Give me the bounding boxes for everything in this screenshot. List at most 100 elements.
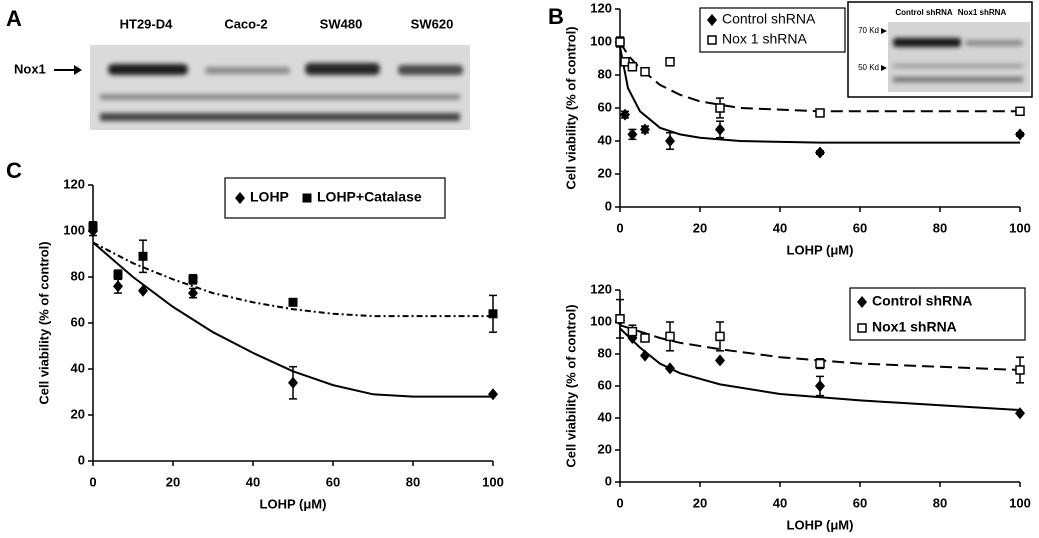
y-tick-label: 20 [598, 165, 612, 180]
y-axis-label: Cell viability (% of control) [36, 241, 51, 404]
y-tick-label: 80 [598, 345, 612, 360]
inset-lane: Control shRNA [895, 8, 953, 17]
marker [620, 57, 630, 67]
marker [1015, 407, 1025, 420]
marker [113, 280, 123, 293]
marker [640, 349, 650, 362]
marker [640, 123, 650, 136]
y-tick-label: 100 [63, 222, 85, 237]
marker [615, 314, 625, 324]
marker [188, 287, 198, 300]
marker [707, 35, 717, 45]
x-tick-label: 40 [773, 495, 787, 510]
lane-label: HT29-D4 [120, 16, 174, 31]
y-axis-label: Cell viability (% of control) [563, 26, 578, 189]
panel-label: A [6, 6, 22, 31]
blot [90, 45, 470, 130]
y-tick-label: 0 [605, 473, 612, 488]
marker [707, 14, 717, 26]
y-tick-label: 60 [598, 377, 612, 392]
fit-line [619, 41, 1020, 113]
legend-label: Control shRNA [872, 293, 972, 309]
y-tick-label: 120 [590, 281, 612, 296]
x-axis-label: LOHP (μM) [260, 496, 327, 511]
lane-label: SW620 [411, 16, 454, 31]
legend-label: Control shRNA [722, 11, 816, 27]
x-tick-label: 60 [326, 474, 340, 489]
panel-label: C [6, 158, 22, 183]
inset-marker: 50 Kd [858, 63, 879, 72]
legend-label: Nox 1 shRNA [722, 31, 807, 47]
y-tick-label: 60 [71, 314, 85, 329]
legend-label: Nox1 shRNA [872, 319, 957, 335]
x-tick-label: 60 [853, 495, 867, 510]
x-tick-label: 80 [406, 474, 420, 489]
y-tick-label: 100 [590, 33, 612, 48]
marker [665, 331, 675, 342]
marker [1015, 365, 1025, 375]
marker [640, 66, 650, 77]
marker [665, 362, 675, 375]
inset-marker: 70 Kd [858, 26, 879, 35]
y-tick-label: 80 [71, 268, 85, 283]
marker [815, 146, 825, 159]
marker [857, 296, 867, 308]
marker [815, 380, 825, 392]
marker [288, 376, 298, 389]
marker [615, 37, 625, 47]
x-tick-label: 80 [933, 495, 947, 510]
x-tick-label: 60 [853, 220, 867, 235]
marker [113, 270, 123, 280]
x-tick-label: 20 [693, 220, 707, 235]
y-tick-label: 40 [598, 409, 612, 424]
fit-line [619, 327, 1021, 411]
x-tick-label: 80 [933, 220, 947, 235]
y-tick-label: 80 [598, 66, 612, 81]
inset-blot [847, 1, 1033, 98]
x-tick-label: 100 [482, 474, 504, 489]
marker [627, 62, 638, 72]
marker [715, 331, 725, 342]
x-tick-label: 100 [1009, 495, 1031, 510]
marker [488, 309, 498, 319]
y-tick-label: 60 [598, 99, 612, 114]
marker [235, 192, 245, 204]
y-tick-label: 20 [71, 406, 85, 421]
marker [715, 103, 725, 113]
y-tick-label: 100 [590, 313, 612, 328]
legend-label: LOHP+Catalase [317, 189, 422, 205]
marker [620, 108, 630, 121]
inset-lane: Nox1 shRNA [958, 8, 1007, 17]
y-tick-label: 20 [598, 441, 612, 456]
marker [665, 135, 675, 147]
marker [627, 128, 638, 141]
lane-label: Caco-2 [224, 16, 267, 31]
marker [815, 108, 825, 118]
legend-box [849, 287, 1026, 341]
marker [288, 297, 298, 307]
x-tick-label: 0 [89, 474, 96, 489]
x-tick-label: 0 [616, 495, 623, 510]
marker [665, 57, 675, 67]
marker [302, 193, 312, 203]
panel-label: B [548, 4, 564, 29]
x-tick-label: 40 [773, 220, 787, 235]
fit-line [92, 241, 493, 318]
marker [627, 326, 638, 337]
marker [1015, 128, 1025, 141]
lane-label: SW480 [320, 16, 363, 31]
x-tick-label: 20 [693, 495, 707, 510]
marker [857, 323, 867, 333]
marker [138, 284, 148, 297]
marker [188, 274, 198, 284]
marker [715, 354, 725, 367]
x-tick-label: 20 [166, 474, 180, 489]
marker [815, 358, 825, 369]
legend-box [699, 7, 846, 53]
fit-line [619, 46, 1020, 144]
x-tick-label: 0 [616, 220, 623, 235]
x-axis-label: LOHP (μM) [787, 517, 854, 532]
y-tick-label: 0 [78, 452, 85, 467]
x-tick-label: 40 [246, 474, 260, 489]
